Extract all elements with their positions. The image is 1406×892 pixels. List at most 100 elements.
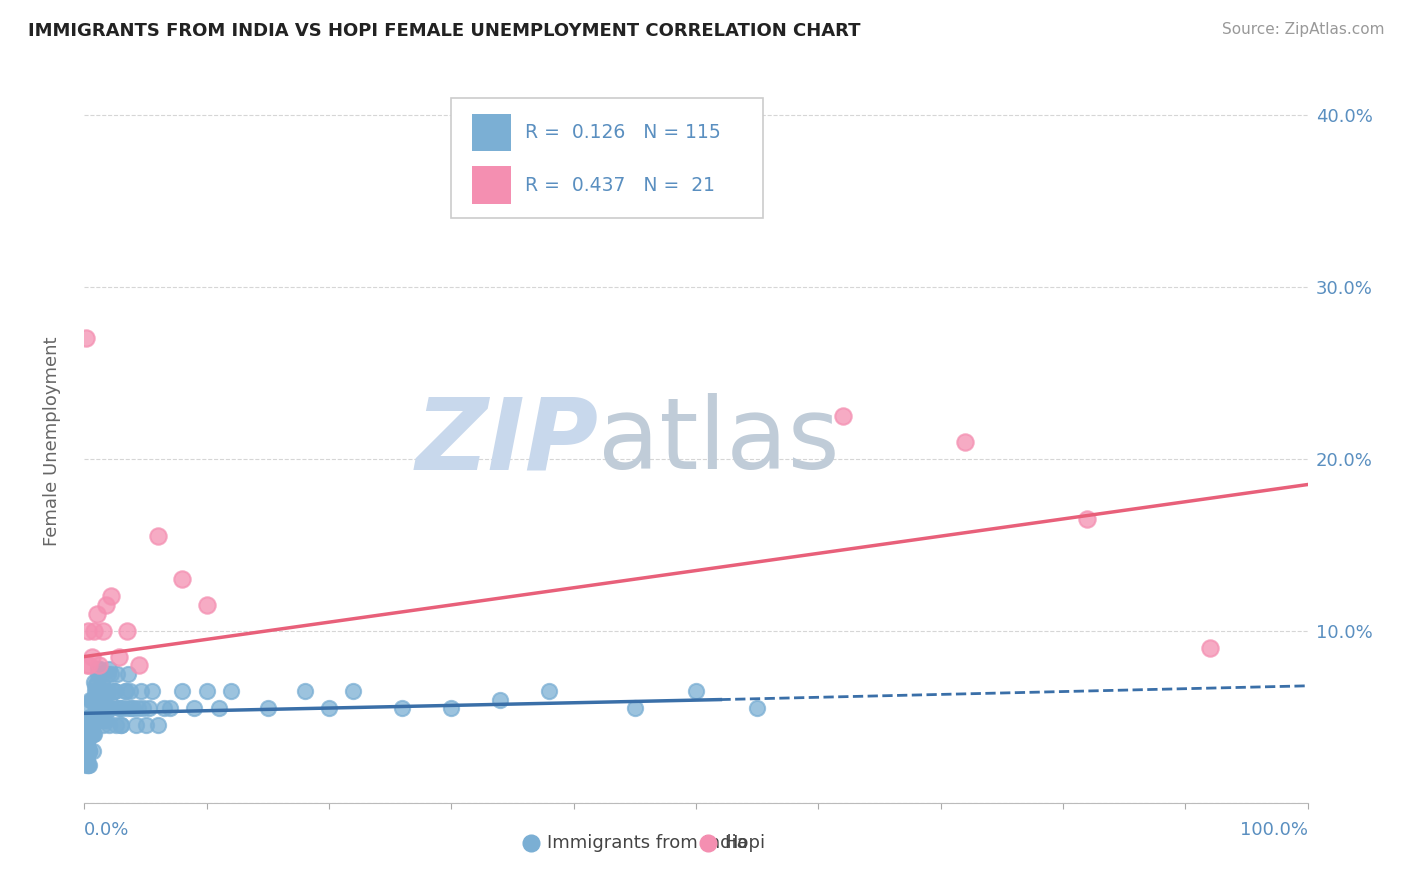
- Point: [103, 684, 125, 698]
- Point: [831, 409, 853, 423]
- Point: [97, 666, 120, 681]
- Point: [89, 701, 111, 715]
- Point: [77, 744, 100, 758]
- Text: ZIP: ZIP: [415, 393, 598, 490]
- Point: [105, 718, 128, 732]
- Point: [80, 710, 103, 724]
- FancyBboxPatch shape: [451, 98, 763, 218]
- Point: [219, 684, 242, 698]
- Point: [75, 758, 97, 772]
- Point: [77, 744, 100, 758]
- Point: [107, 701, 129, 715]
- Point: [294, 684, 316, 698]
- Point: [90, 713, 112, 727]
- Point: [122, 701, 145, 715]
- Text: R =  0.126   N = 115: R = 0.126 N = 115: [524, 123, 720, 142]
- Point: [76, 658, 98, 673]
- Point: [125, 718, 148, 732]
- Point: [79, 713, 101, 727]
- Point: [76, 731, 98, 745]
- Point: [94, 701, 117, 715]
- Point: [79, 710, 101, 724]
- Point: [83, 696, 105, 710]
- Point: [129, 684, 152, 698]
- Point: [93, 696, 115, 710]
- Point: [1198, 640, 1220, 655]
- Point: [77, 758, 100, 772]
- Point: [83, 675, 105, 690]
- Point: [110, 718, 132, 732]
- Point: [257, 701, 280, 715]
- Point: [84, 696, 107, 710]
- Point: [108, 701, 131, 715]
- Point: [82, 727, 104, 741]
- Point: [208, 701, 231, 715]
- Point: [83, 713, 105, 727]
- Text: Hopi: Hopi: [724, 833, 765, 852]
- Point: [107, 649, 129, 664]
- Point: [342, 684, 364, 698]
- Point: [75, 331, 97, 345]
- Point: [89, 662, 111, 676]
- Point: [87, 662, 110, 676]
- Point: [117, 666, 139, 681]
- Point: [114, 684, 136, 698]
- Point: [100, 590, 122, 604]
- Point: [97, 701, 120, 715]
- Point: [80, 692, 103, 706]
- Point: [538, 684, 561, 698]
- Point: [77, 658, 100, 673]
- Point: [96, 598, 118, 612]
- Point: [172, 572, 194, 586]
- Point: [1076, 512, 1098, 526]
- Point: [153, 701, 176, 715]
- Point: [76, 731, 98, 745]
- Point: [77, 727, 100, 741]
- Point: [80, 649, 103, 664]
- Point: [105, 666, 128, 681]
- Text: atlas: atlas: [598, 393, 839, 490]
- Point: [77, 744, 100, 758]
- Point: [624, 701, 647, 715]
- Point: [84, 679, 107, 693]
- Point: [94, 684, 117, 698]
- Point: [100, 666, 122, 681]
- Point: [77, 624, 100, 638]
- Point: [87, 696, 110, 710]
- Point: [77, 713, 100, 727]
- Point: [75, 701, 97, 715]
- Point: [77, 740, 100, 755]
- Point: [697, 890, 720, 892]
- Point: [96, 684, 118, 698]
- Point: [83, 727, 105, 741]
- Point: [77, 744, 100, 758]
- Point: [90, 684, 112, 698]
- Point: [128, 658, 150, 673]
- Point: [110, 718, 132, 732]
- Point: [77, 758, 100, 772]
- Point: [80, 692, 103, 706]
- Point: [115, 624, 138, 638]
- Point: [96, 713, 118, 727]
- Point: [120, 701, 142, 715]
- Point: [86, 607, 108, 621]
- Point: [79, 710, 101, 724]
- Point: [104, 684, 127, 698]
- Point: [489, 692, 512, 706]
- Point: [77, 758, 100, 772]
- Point: [82, 744, 104, 758]
- Point: [97, 662, 120, 676]
- Point: [98, 696, 121, 710]
- Point: [86, 684, 108, 698]
- Y-axis label: Female Unemployment: Female Unemployment: [42, 337, 60, 546]
- Point: [82, 727, 104, 741]
- Point: [84, 684, 107, 698]
- Point: [93, 713, 115, 727]
- Point: [135, 718, 157, 732]
- Point: [138, 701, 160, 715]
- Point: [111, 701, 134, 715]
- Bar: [472, 113, 512, 151]
- Point: [75, 735, 97, 749]
- Point: [520, 890, 543, 892]
- Point: [953, 434, 976, 449]
